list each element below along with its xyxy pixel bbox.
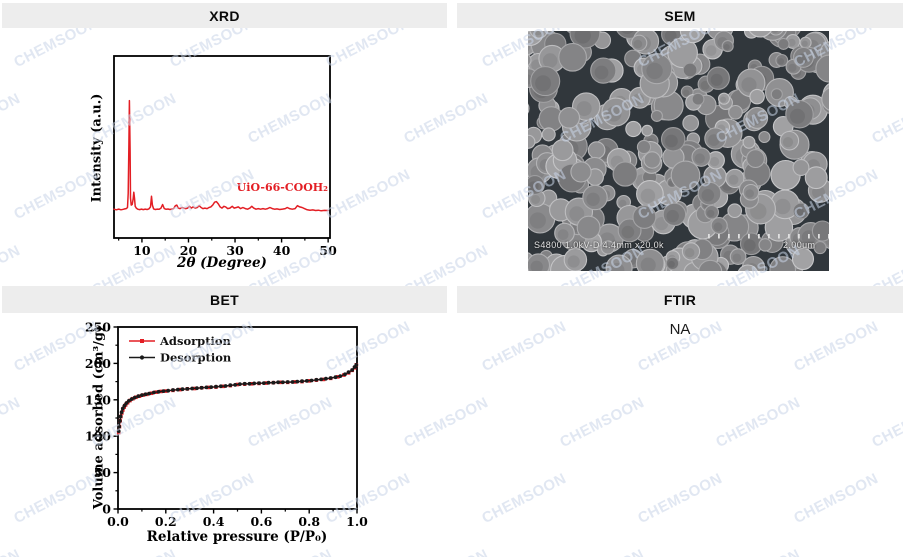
panel-header-ftir: FTIR xyxy=(457,286,903,313)
svg-text:50: 50 xyxy=(319,243,337,258)
svg-text:0.4: 0.4 xyxy=(203,514,225,529)
panel-header-xrd: XRD xyxy=(2,3,447,28)
svg-text:30: 30 xyxy=(226,243,244,258)
bet-chart: 0.0 0.2 0.4 0.6 0.8 1.0 0 50 100 150 200 250 Adsorpt… xyxy=(85,320,368,530)
ftir-value: NA xyxy=(669,321,691,338)
svg-text:150: 150 xyxy=(85,392,111,407)
svg-text:40: 40 xyxy=(273,243,291,258)
legend-label-desorption: Desorption xyxy=(160,351,232,365)
svg-text:20: 20 xyxy=(180,243,198,258)
svg-text:10: 10 xyxy=(133,243,151,258)
xrd-chart: 10 20 30 40 50 xyxy=(113,55,337,258)
panel-title-sem: SEM xyxy=(664,7,696,24)
svg-text:0.8: 0.8 xyxy=(298,514,320,529)
panel-title-ftir: FTIR xyxy=(663,291,697,308)
svg-text:0.0: 0.0 xyxy=(107,514,129,529)
panel-title-xrd: XRD xyxy=(209,7,240,24)
svg-text:200: 200 xyxy=(85,356,111,371)
svg-text:100: 100 xyxy=(85,429,111,444)
svg-text:0: 0 xyxy=(102,502,111,517)
panel-title-bet: BET xyxy=(210,291,239,308)
panel-header-sem: SEM xyxy=(457,3,903,28)
svg-text:250: 250 xyxy=(85,320,111,335)
legend-label-adsorption: Adsorption xyxy=(159,334,232,348)
svg-text:1.0: 1.0 xyxy=(346,514,368,529)
svg-text:0.6: 0.6 xyxy=(251,514,273,529)
panel-header-bet: BET xyxy=(2,286,447,313)
sem-micrograph xyxy=(528,31,829,271)
svg-text:0.2: 0.2 xyxy=(155,514,177,529)
svg-text:50: 50 xyxy=(94,465,112,480)
